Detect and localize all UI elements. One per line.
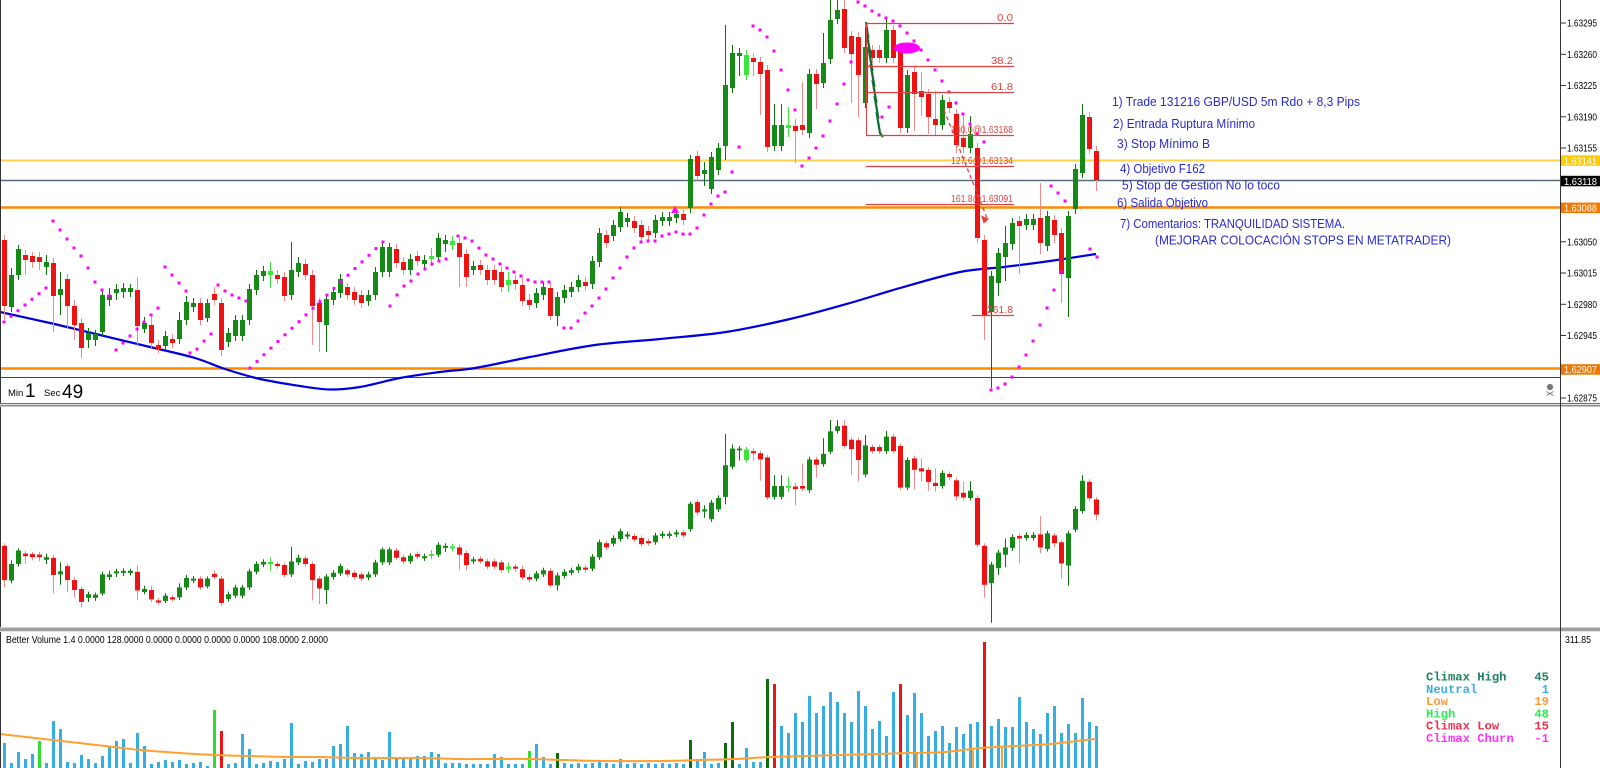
- svg-text:1.63155: 1.63155: [1567, 143, 1597, 155]
- svg-text:100.0@1.63168: 100.0@1.63168: [951, 124, 1013, 136]
- svg-text:1.63050: 1.63050: [1567, 236, 1597, 248]
- svg-text:Low: Low: [1426, 695, 1449, 709]
- svg-text:Sec: Sec: [44, 388, 61, 399]
- svg-text:1.63225: 1.63225: [1567, 80, 1597, 92]
- svg-text:Climax Churn: Climax Churn: [1426, 732, 1514, 746]
- svg-text:2) Entrada Ruptura Mínimo: 2) Entrada Ruptura Mínimo: [1113, 116, 1255, 131]
- svg-text:6) Salida Objetivo: 6) Salida Objetivo: [1117, 195, 1208, 210]
- svg-text:7) Comentarios: TRANQUILIDAD S: 7) Comentarios: TRANQUILIDAD SISTEMA.: [1120, 216, 1345, 231]
- svg-text:45: 45: [1534, 671, 1549, 685]
- svg-text:261.8: 261.8: [987, 304, 1013, 316]
- svg-text:Min: Min: [8, 388, 23, 399]
- svg-text:1.62980: 1.62980: [1567, 299, 1597, 311]
- svg-text:1.63088: 1.63088: [1564, 203, 1597, 215]
- svg-text:1.63190: 1.63190: [1567, 111, 1597, 123]
- svg-text:4) Objetivo F162: 4) Objetivo F162: [1120, 161, 1205, 176]
- svg-text:38.2: 38.2: [991, 55, 1013, 67]
- svg-text:161.8@1.63091: 161.8@1.63091: [951, 193, 1013, 205]
- svg-text:1.63260: 1.63260: [1567, 49, 1597, 61]
- svg-text:311.85: 311.85: [1565, 634, 1591, 646]
- svg-text:Better Volume 1.4 0.0000 128.0: Better Volume 1.4 0.0000 128.0000 0.0000…: [6, 634, 328, 646]
- svg-text:Climax Low: Climax Low: [1426, 720, 1500, 734]
- svg-text:-1: -1: [1534, 732, 1549, 746]
- svg-text:5) Stop de Gestión No lo toco: 5) Stop de Gestión No lo toco: [1122, 178, 1280, 193]
- svg-text:61.8: 61.8: [991, 81, 1013, 93]
- svg-text:1.62875: 1.62875: [1567, 393, 1597, 405]
- svg-text:1.63295: 1.63295: [1567, 18, 1597, 30]
- svg-text:0.0: 0.0: [997, 12, 1013, 24]
- svg-text:Neutral: Neutral: [1426, 683, 1477, 697]
- svg-text:1.62945: 1.62945: [1567, 330, 1597, 342]
- svg-text:3) Stop Mínimo B: 3) Stop Mínimo B: [1117, 136, 1210, 151]
- svg-text:15: 15: [1534, 720, 1549, 734]
- svg-text:1.63015: 1.63015: [1567, 268, 1597, 280]
- svg-text:1) Trade 131216 GBP/USD 5m Rdo: 1) Trade 131216 GBP/USD 5m Rdo + 8,3 Pip…: [1112, 94, 1360, 109]
- svg-text:1: 1: [25, 381, 36, 402]
- svg-text:High: High: [1426, 707, 1455, 721]
- svg-text:127.6@1.63134: 127.6@1.63134: [951, 155, 1013, 167]
- svg-text:48: 48: [1534, 707, 1549, 721]
- svg-text:19: 19: [1534, 695, 1549, 709]
- svg-text:Climax High: Climax High: [1426, 671, 1506, 685]
- svg-text:(MEJORAR COLOCACIÓN STOPS EN M: (MEJORAR COLOCACIÓN STOPS EN METATRADER): [1155, 233, 1451, 248]
- svg-text:1.62907: 1.62907: [1564, 364, 1597, 376]
- svg-text:49: 49: [62, 382, 83, 403]
- svg-text:1.63141: 1.63141: [1564, 155, 1597, 167]
- svg-text:1: 1: [1542, 683, 1549, 697]
- svg-text:1.63118: 1.63118: [1564, 176, 1597, 188]
